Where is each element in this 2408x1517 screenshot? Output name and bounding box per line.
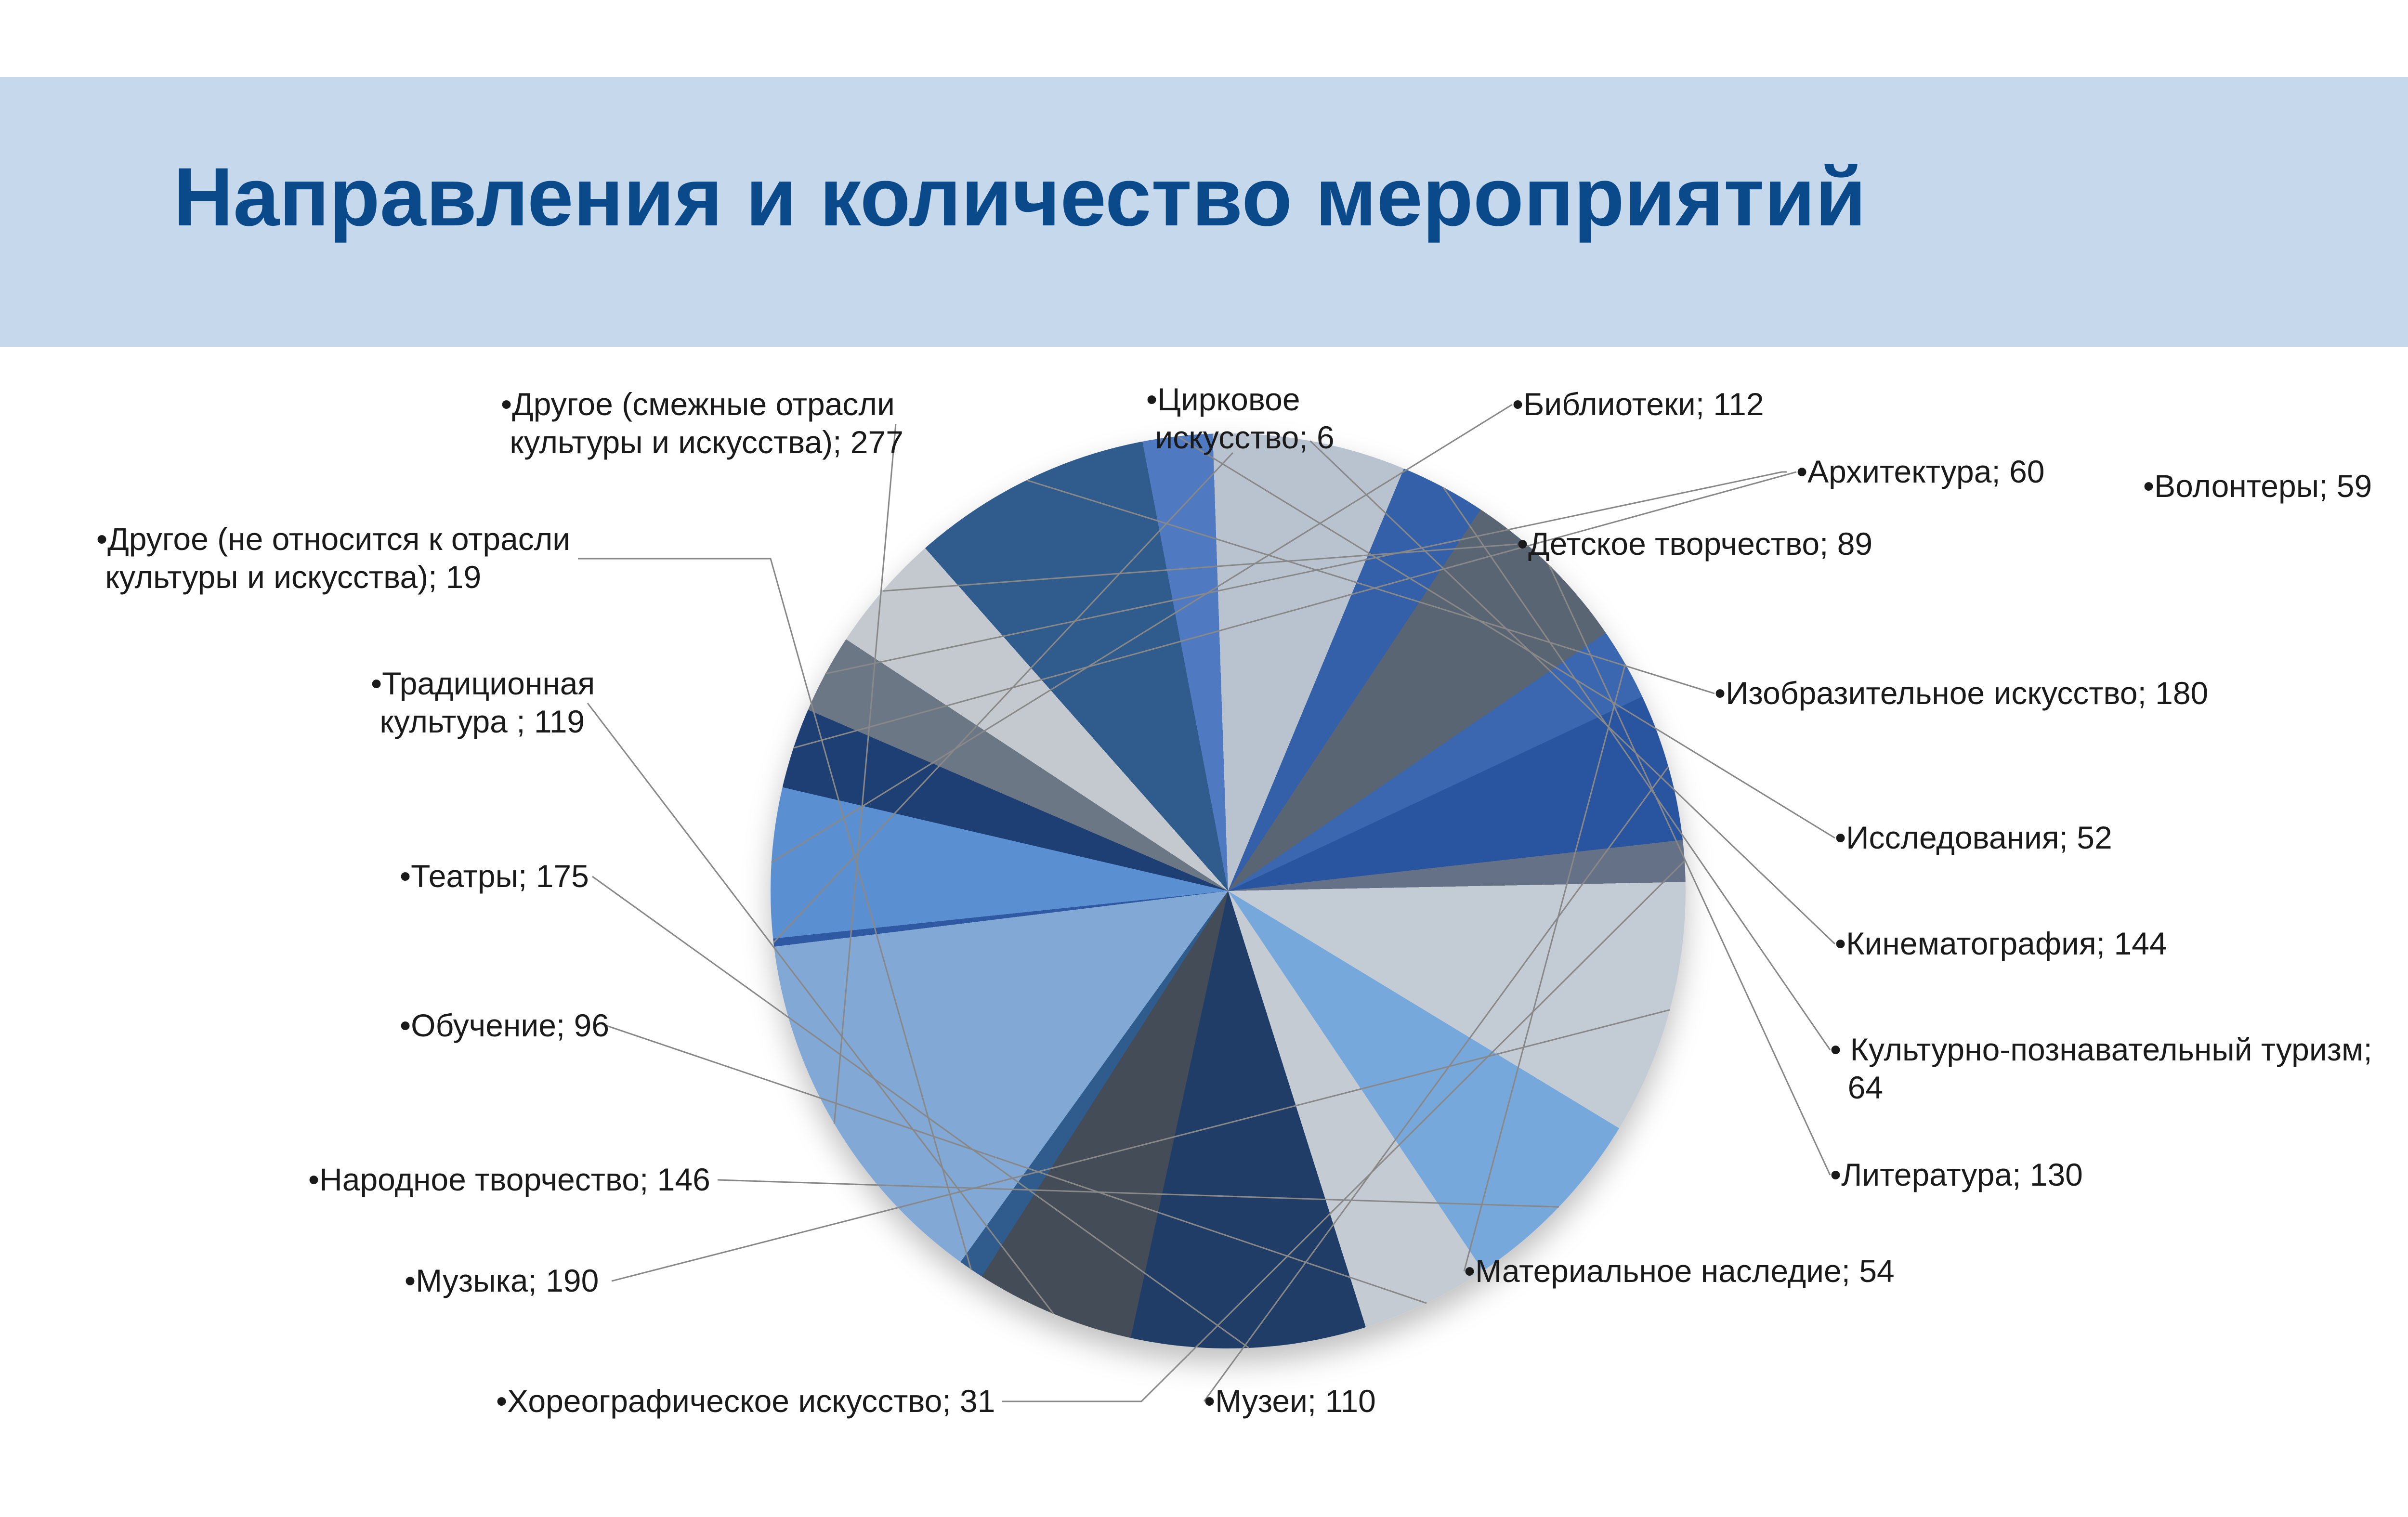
pie-slice-label: •Хореографическое искусство; 31 [496, 1382, 995, 1420]
pie-slice-label: •Музыка; 190 [405, 1262, 599, 1300]
pie-slice-label: •Народное творчество; 146 [308, 1161, 710, 1199]
pie-slice-label: •Другое (не относится к отрасли культуры… [96, 520, 570, 596]
pie-slice-label: •Другое (смежные отрасли культуры и иску… [501, 385, 903, 461]
pie-slice-label: •Детское творчество; 89 [1517, 525, 1872, 563]
pie-slice-label: •Театры; 175 [400, 857, 589, 895]
pie-slice-label: •Обучение; 96 [400, 1007, 609, 1045]
pie-slice-label: •Материальное наследие; 54 [1464, 1252, 1895, 1290]
pie-slice-label: • Культурно-познавательный туризм; 64 [1830, 1031, 2372, 1107]
pie-slice-label: •Музеи; 110 [1204, 1382, 1376, 1420]
pie-slice-label: •Изобразительное искусство; 180 [1714, 674, 2208, 712]
pie-slice-label: •Литература; 130 [1830, 1156, 2083, 1194]
pie-slice-label: •Традиционная культура ; 119 [371, 665, 595, 741]
pie-slice-label: •Кинематография; 144 [1835, 925, 2167, 963]
pie-slice-label: •Архитектура; 60 [1796, 453, 2045, 491]
pie-slice-label: •Библиотеки; 112 [1512, 385, 1764, 423]
pie-slice-label: •Волонтеры; 59 [2143, 467, 2372, 505]
pie-slice-label: •Цирковое искусство; 6 [1146, 380, 1335, 457]
page-title: Направления и количество мероприятий [173, 149, 1866, 245]
pie-slice-label: •Исследования; 52 [1835, 819, 2112, 857]
pie-chart [771, 433, 1686, 1348]
